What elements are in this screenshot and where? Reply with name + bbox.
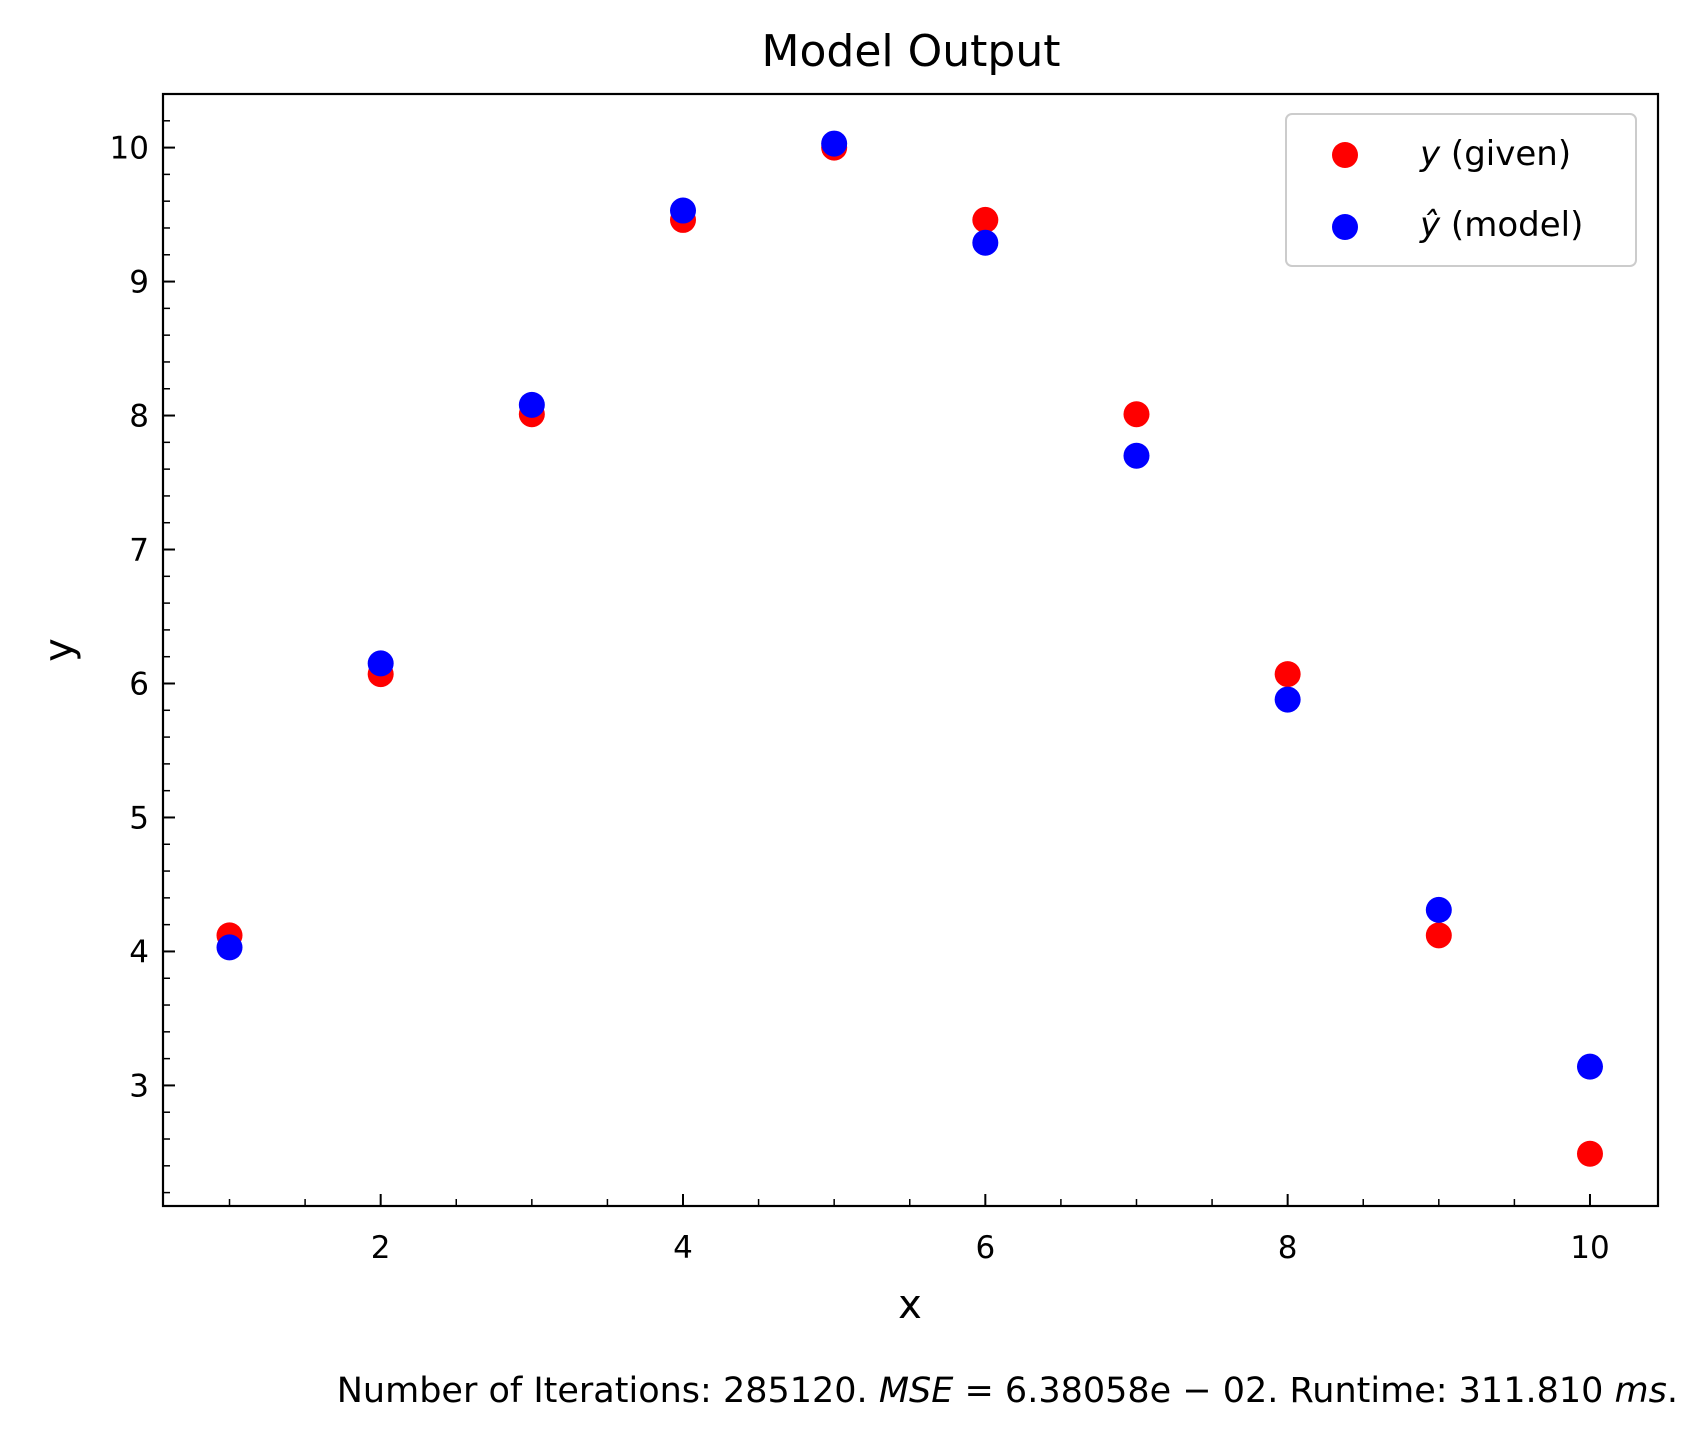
minor-ticks [163,93,1516,1206]
legend-math-model: ŷ [1419,205,1441,245]
x-axis-label: x [898,1282,922,1328]
y-tick-label: 10 [110,131,149,167]
y-tick-label: 7 [129,533,149,569]
run-summary-caption: Number of Iterations: 285120. MSE = 6.38… [337,1371,1678,1411]
model-point [518,391,545,418]
legend-text-given: (given) [1440,134,1571,174]
mse-label: MSE [879,1371,954,1411]
x-tick-label: 10 [1570,1230,1609,1266]
legend-marker-given [1332,142,1358,168]
y-axis-label: y [36,638,82,662]
legend: y (given) ŷ (model) [1285,113,1637,267]
x-tick-label: 2 [371,1230,391,1266]
caption-end: . [1667,1371,1678,1411]
legend-math-given: y [1419,134,1441,174]
legend-frame [1285,113,1637,267]
legend-label-given: y (given) [1419,134,1571,174]
given-point [1425,922,1452,949]
given-point [1123,401,1150,428]
mse-value: = 6.38058e − 02. Runtime: 311.810 [953,1371,1614,1411]
plot-frame [161,92,1660,1208]
model-point [216,934,243,961]
runtime-unit: ms [1615,1371,1667,1411]
legend-marker-model [1332,214,1358,240]
iterations-text: Number of Iterations: 285120. [337,1371,879,1411]
model-point [1576,1053,1603,1080]
y-tick-label: 5 [129,800,149,836]
y-tick-label: 9 [129,265,149,301]
major-ticks [163,146,1591,1206]
model-point [1123,442,1150,469]
data-points [216,130,1603,1167]
given-point [1274,661,1301,688]
given-point [972,206,999,233]
model-point [1274,686,1301,713]
model-point [821,130,848,157]
model-point [670,197,696,224]
x-tick-label: 4 [673,1230,693,1266]
given-point [1576,1140,1603,1167]
legend-label-model: ŷ (model) [1419,205,1583,245]
y-tick-label: 3 [129,1068,149,1104]
y-tick-label: 8 [129,399,149,435]
tick-labels: 2 4 6 8 10 3 4 5 6 7 8 9 10 [110,131,1610,1266]
x-tick-label: 8 [1278,1230,1298,1266]
chart-title: Model Output [762,26,1061,77]
model-point [367,650,394,677]
x-tick-label: 6 [975,1230,995,1266]
legend-text-model: (model) [1440,205,1583,245]
y-tick-label: 4 [129,934,149,970]
model-point [972,229,999,256]
model-point [1425,896,1452,923]
y-tick-label: 6 [129,666,149,702]
